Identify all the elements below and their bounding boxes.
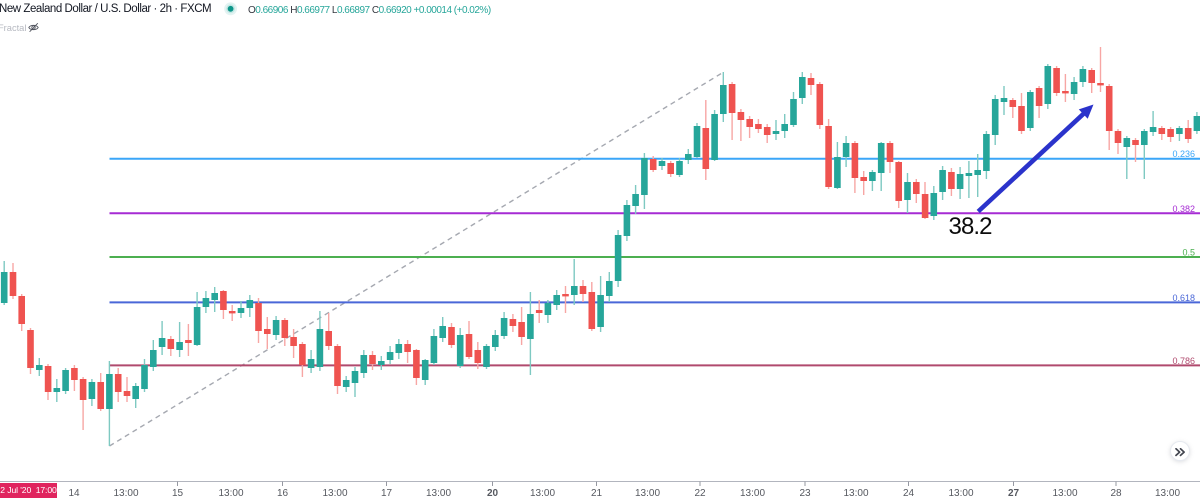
- svg-text:0.5: 0.5: [1182, 248, 1195, 258]
- svg-text:0.382: 0.382: [1172, 204, 1195, 214]
- svg-text:0.786: 0.786: [1172, 356, 1195, 366]
- svg-text:0.618: 0.618: [1172, 293, 1195, 303]
- svg-text:0.236: 0.236: [1172, 149, 1195, 159]
